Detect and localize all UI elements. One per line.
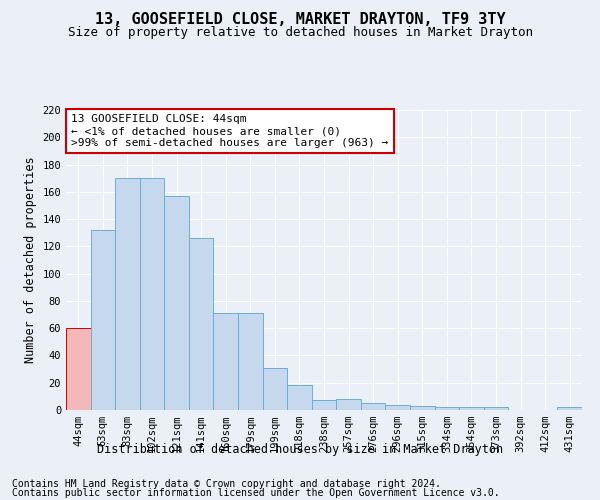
Text: Size of property relative to detached houses in Market Drayton: Size of property relative to detached ho…	[67, 26, 533, 39]
Bar	[115, 178, 140, 410]
Y-axis label: Number of detached properties: Number of detached properties	[24, 156, 37, 364]
Bar	[66, 328, 91, 410]
Bar	[434, 408, 459, 410]
Bar	[164, 196, 189, 410]
Bar	[263, 368, 287, 410]
Bar	[557, 408, 582, 410]
Bar	[385, 404, 410, 410]
Bar	[312, 400, 336, 410]
Bar	[189, 238, 214, 410]
Text: Distribution of detached houses by size in Market Drayton: Distribution of detached houses by size …	[97, 442, 503, 456]
Bar	[410, 406, 434, 410]
Bar	[214, 313, 238, 410]
Bar	[287, 386, 312, 410]
Bar	[238, 313, 263, 410]
Bar	[91, 230, 115, 410]
Text: 13 GOOSEFIELD CLOSE: 44sqm
← <1% of detached houses are smaller (0)
>99% of semi: 13 GOOSEFIELD CLOSE: 44sqm ← <1% of deta…	[71, 114, 388, 148]
Text: Contains HM Land Registry data © Crown copyright and database right 2024.: Contains HM Land Registry data © Crown c…	[12, 479, 441, 489]
Bar	[484, 408, 508, 410]
Bar	[336, 399, 361, 410]
Bar	[140, 178, 164, 410]
Bar	[459, 408, 484, 410]
Text: 13, GOOSEFIELD CLOSE, MARKET DRAYTON, TF9 3TY: 13, GOOSEFIELD CLOSE, MARKET DRAYTON, TF…	[95, 12, 505, 28]
Text: Contains public sector information licensed under the Open Government Licence v3: Contains public sector information licen…	[12, 488, 500, 498]
Bar	[361, 403, 385, 410]
